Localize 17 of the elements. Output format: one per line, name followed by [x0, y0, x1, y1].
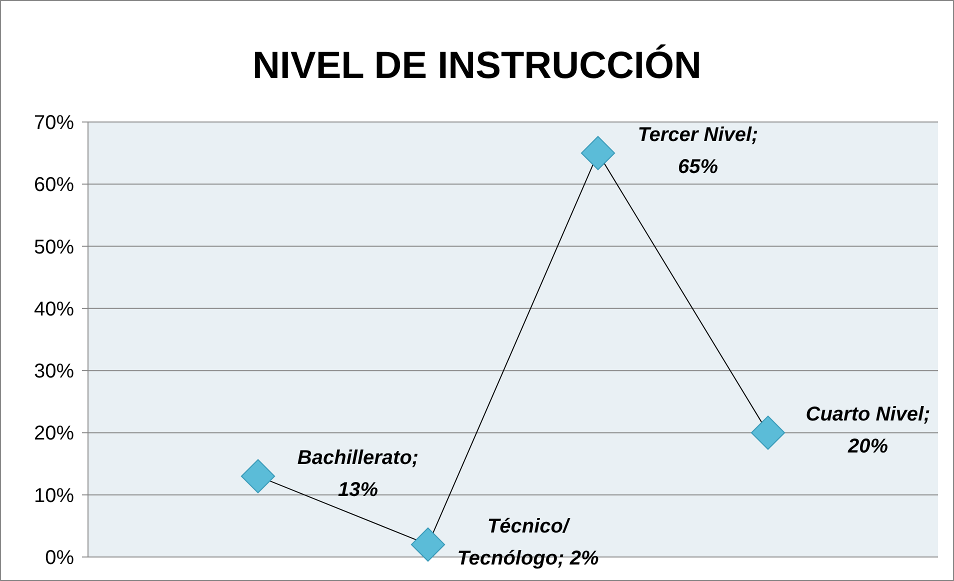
y-tick-label: 40% [34, 298, 74, 320]
y-tick-label: 10% [34, 484, 74, 507]
y-tick-label: 0% [45, 547, 74, 569]
y-tick-label: 50% [34, 236, 74, 258]
text: Tercer Nivel; 65% [638, 124, 758, 178]
point [750, 416, 786, 450]
text: Técnico/ Tecnólogo; 2% [457, 516, 599, 570]
point [410, 528, 446, 562]
y-tick-label: 70% [34, 112, 74, 134]
y-tick-label: 60% [34, 174, 74, 196]
point [240, 459, 276, 494]
text: Cuarto Nivel; 20% [806, 404, 930, 458]
point [580, 136, 616, 170]
text: Bachillerato; 13% [297, 447, 419, 502]
y-tick-label: 30% [34, 360, 74, 383]
chart-title: NIVEL DE INSTRUCCIÓN [252, 44, 702, 87]
y-tick-label: 20% [34, 422, 74, 445]
